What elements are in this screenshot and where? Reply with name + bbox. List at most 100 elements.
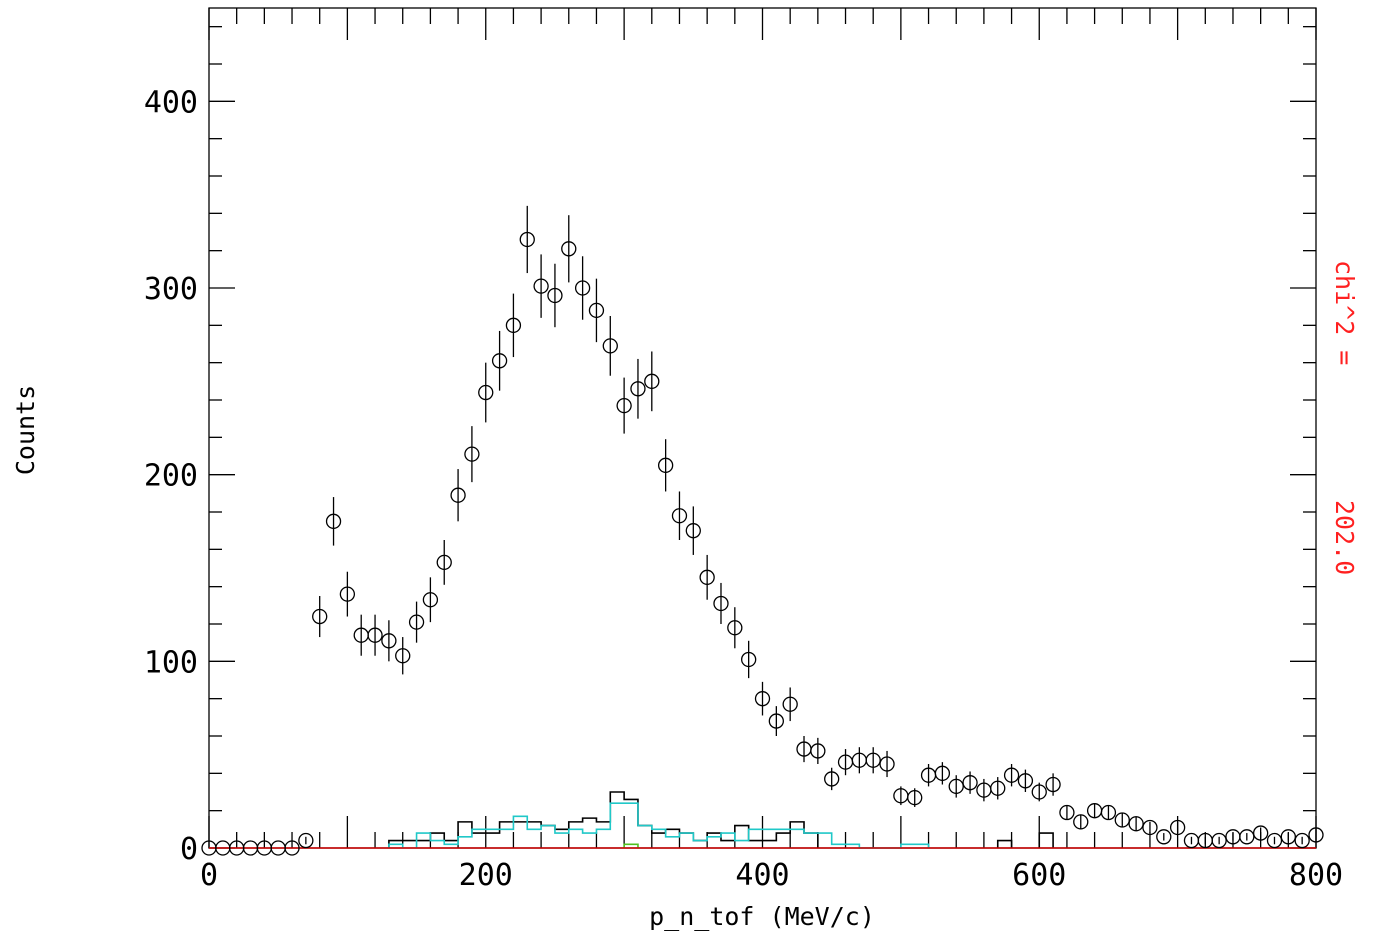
data-point — [1017, 769, 1034, 792]
marker — [907, 789, 923, 806]
data-point — [1073, 814, 1089, 830]
data-point — [713, 582, 729, 624]
marker — [298, 832, 314, 849]
marker — [741, 651, 757, 668]
marker — [1031, 784, 1047, 800]
marker — [824, 771, 840, 787]
histogram-green — [623, 843, 639, 848]
marker — [657, 457, 674, 473]
data-point — [685, 506, 701, 555]
marker — [1266, 832, 1283, 849]
marker — [782, 696, 798, 712]
marker — [1169, 819, 1186, 836]
x-axis-title: p_n_tof (MeV/c) — [649, 902, 875, 931]
y-tick-label: 100 — [144, 645, 198, 680]
marker — [1142, 819, 1158, 836]
data-point — [1183, 832, 1200, 849]
y-tick-label: 300 — [144, 272, 198, 307]
data-point — [381, 620, 397, 662]
marker — [1253, 825, 1269, 841]
marker — [1073, 814, 1089, 830]
plot-border — [208, 7, 1317, 849]
data-point — [1114, 812, 1130, 828]
marker — [1280, 829, 1296, 845]
data-point — [1280, 829, 1296, 845]
data-point — [824, 767, 840, 791]
marker — [381, 633, 397, 649]
data-point — [782, 687, 798, 722]
data-point — [934, 762, 951, 785]
marker — [1294, 832, 1310, 849]
marker — [561, 241, 577, 257]
data-point — [837, 749, 854, 776]
marker — [505, 317, 522, 333]
marker — [395, 648, 411, 664]
marker — [574, 280, 591, 296]
marker — [519, 231, 535, 248]
data-point — [768, 706, 784, 736]
marker — [1003, 767, 1020, 783]
data-point — [588, 278, 605, 343]
marker — [1045, 776, 1061, 793]
marker — [1239, 829, 1255, 845]
marker — [1128, 816, 1144, 832]
marker — [865, 752, 881, 768]
data-point — [422, 577, 439, 623]
data-points — [201, 205, 1324, 856]
marker — [1059, 804, 1075, 821]
marker — [367, 627, 383, 643]
data-point — [907, 788, 923, 807]
marker — [879, 756, 895, 772]
histogram-cyan — [388, 802, 930, 849]
data-point — [1239, 829, 1255, 845]
data-point — [1169, 819, 1186, 836]
data-point — [990, 777, 1006, 800]
marker — [630, 381, 646, 397]
marker — [408, 614, 425, 630]
y-tick-label: 0 — [180, 832, 198, 867]
chi2-label: chi^2 = — [1330, 260, 1359, 365]
data-point — [561, 215, 577, 283]
data-point — [1253, 825, 1269, 841]
data-point — [976, 778, 992, 802]
x-tick-label: 0 — [200, 858, 218, 893]
y-axis-title: Counts — [11, 385, 40, 475]
data-point — [1308, 827, 1324, 843]
chi2-value: 202.0 — [1330, 500, 1359, 575]
data-point — [602, 316, 618, 376]
axis-ticks — [208, 8, 1317, 849]
data-point — [353, 614, 369, 656]
marker — [948, 778, 964, 795]
marker — [436, 554, 452, 571]
marker — [533, 278, 549, 294]
x-tick-labels: 0 200 400 600 800 — [200, 858, 1343, 893]
marker — [810, 743, 826, 759]
data-point — [1059, 804, 1075, 821]
data-point — [1266, 832, 1283, 849]
data-point — [630, 358, 646, 419]
marker — [1114, 812, 1130, 828]
data-point — [727, 607, 743, 649]
data-point — [505, 293, 522, 358]
marker — [325, 513, 342, 529]
marker — [312, 608, 328, 625]
marker — [1017, 773, 1034, 789]
marker — [422, 592, 439, 608]
marker — [464, 446, 480, 462]
marker — [1211, 832, 1227, 849]
data-point — [671, 491, 688, 540]
y-tick-labels: 0 100 200 300 400 — [144, 85, 198, 867]
data-point — [436, 540, 452, 585]
marker — [754, 691, 771, 707]
data-point — [1128, 816, 1144, 832]
data-point — [491, 330, 508, 391]
data-point — [478, 362, 494, 423]
marker — [491, 353, 508, 369]
data-point — [851, 747, 868, 774]
data-point — [312, 596, 328, 638]
data-point — [519, 205, 535, 274]
histogram-black — [388, 791, 1054, 848]
data-point — [284, 840, 300, 856]
data-point — [367, 614, 383, 656]
